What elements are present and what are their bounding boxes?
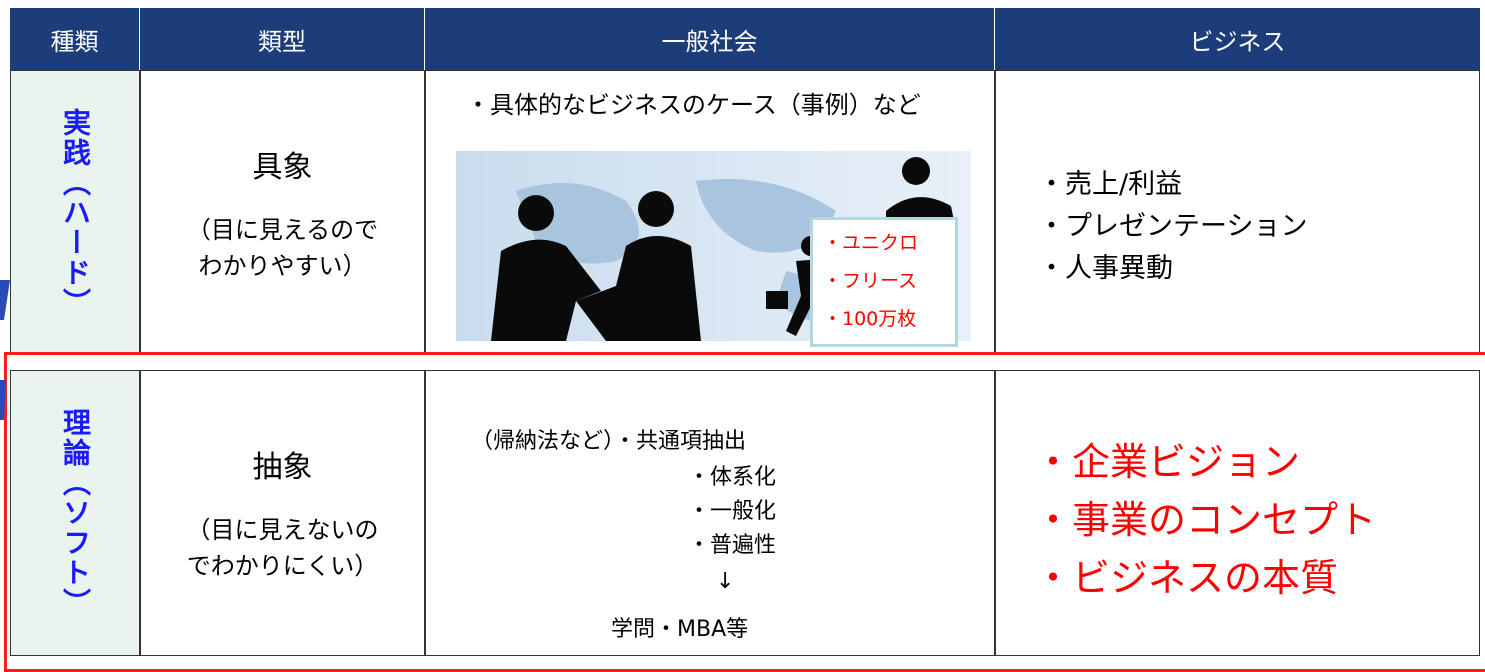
general-cell: ・具体的なビジネスのケース（事例）など ・ユニクロ ・フリース ・100万枚 [425, 70, 995, 355]
general-line: （帰納法など）・共通項抽出 [471, 429, 747, 454]
image-label: ・100万枚 [823, 308, 917, 330]
image-label: ・フリース [823, 270, 918, 292]
general-line: 学問・MBA等 [611, 617, 749, 642]
header-cell: ビジネス [995, 8, 1480, 70]
type-label: 抽象 [252, 450, 313, 485]
general-line: ↓ [716, 569, 735, 594]
kind-label: 理論（ソフト） [59, 408, 92, 618]
business-item: ・ビジネスの本質 [1034, 556, 1339, 600]
image-label-box: ・ユニクロ ・フリース ・100万枚 [810, 217, 958, 347]
business-item: ・事業のコンセプト [1034, 498, 1377, 542]
header-cell: 種類 [10, 8, 140, 70]
type-note: わかりやすい） [198, 251, 367, 280]
side-arrow [0, 280, 10, 420]
general-line: ・体系化 [688, 465, 777, 490]
general-line: ・一般化 [688, 499, 777, 524]
business-cell: ・企業ビジョン ・事業のコンセプト ・ビジネスの本質 [995, 370, 1480, 656]
general-cell: （帰納法など）・共通項抽出 ・体系化 ・一般化 ・普遍性 ↓ 学問・MBA等 [425, 370, 995, 656]
type-cell: 具象 （目に見えるので わかりやすい） [140, 70, 425, 355]
business-cell: ・売上/利益 ・プレゼンテーション ・人事異動 [995, 70, 1480, 355]
business-item: ・プレゼンテーション [1038, 211, 1308, 242]
header-cell: 類型 [140, 8, 425, 70]
image-label: ・ユニクロ [823, 232, 919, 254]
kind-label: 実践（ハード） [59, 107, 92, 318]
general-line: ・普遍性 [688, 533, 777, 558]
type-label: 具象 [252, 149, 313, 185]
business-item: ・企業ビジョン [1034, 440, 1301, 484]
type-note: （目に見えるので [186, 215, 379, 244]
type-cell: 抽象 （目に見えないの でわかりにくい） [140, 370, 425, 656]
kind-cell: 理論（ソフト） [10, 370, 140, 656]
business-item: ・人事異動 [1038, 253, 1173, 284]
business-item: ・売上/利益 [1038, 169, 1183, 200]
type-note: でわかりにくい） [186, 552, 379, 580]
header-cell: 一般社会 [425, 8, 995, 70]
caption: ・具体的なビジネスのケース（事例）など [466, 91, 921, 119]
type-note: （目に見えないの [186, 516, 379, 544]
kind-cell: 実践（ハード） [10, 70, 140, 355]
highlight-frame [4, 352, 1485, 672]
